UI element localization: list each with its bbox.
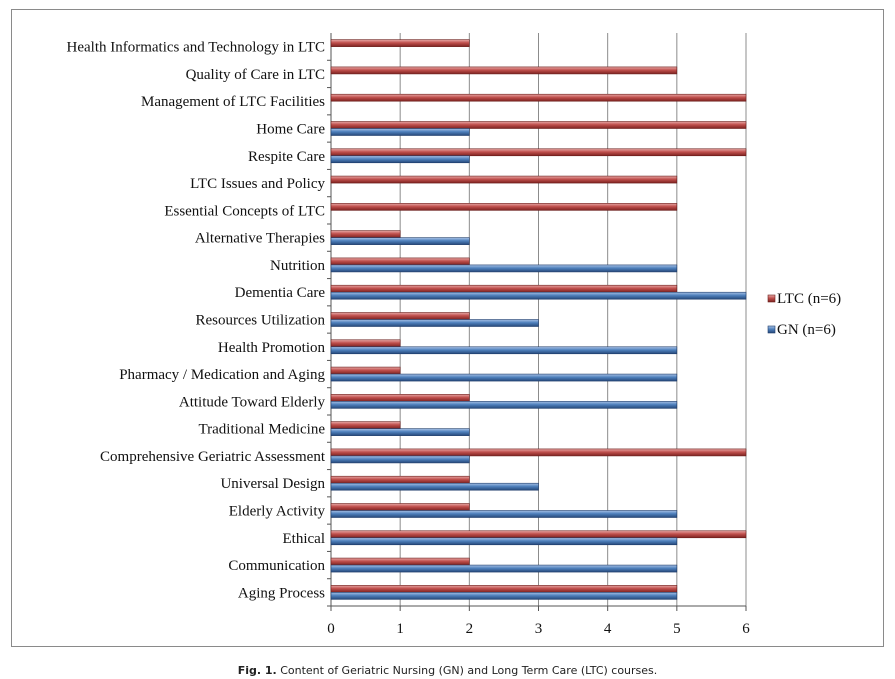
bar-gn: [330, 237, 470, 245]
bar-gn: [330, 319, 539, 327]
bar-layer: [330, 39, 747, 600]
bar-ltc: [330, 39, 470, 47]
tick-layer: 0 1 2 3 4 5 6: [327, 59, 750, 637]
category-label: Aging Process: [238, 585, 325, 601]
bar-ltc: [330, 203, 678, 211]
bar-ltc: [330, 475, 470, 484]
bar-chart: Health Informatics and Technology in LTC…: [67, 33, 841, 637]
bar-gn: [330, 155, 470, 164]
x-tick-label: 0: [327, 621, 335, 637]
chart-frame: Health Informatics and Technology in LTC…: [11, 9, 884, 647]
category-label: Attitude Toward Elderly: [179, 394, 326, 410]
x-tick-label: 4: [604, 621, 612, 637]
bar-gn: [330, 291, 747, 300]
category-label: Management of LTC Facilities: [141, 94, 325, 110]
legend-label-gn: GN (n=6): [777, 322, 836, 338]
category-label: Pharmacy / Medication and Aging: [119, 367, 325, 383]
bar-ltc: [330, 585, 678, 593]
x-tick-label: 5: [673, 621, 681, 637]
bar-ltc: [330, 230, 401, 238]
bar-ltc: [330, 121, 747, 129]
category-label: LTC Issues and Policy: [190, 176, 325, 192]
bar-gn: [330, 510, 678, 518]
bar-gn: [330, 128, 470, 136]
category-label: Communication: [228, 558, 325, 574]
category-label: Essential Concepts of LTC: [164, 203, 325, 219]
bar-ltc: [330, 93, 747, 102]
bar-ltc: [330, 257, 470, 266]
bar-gn: [330, 455, 470, 464]
legend-label-ltc: LTC (n=6): [777, 291, 841, 307]
legend-swatch-ltc: [767, 294, 776, 303]
category-label: Alternative Therapies: [195, 231, 325, 247]
bar-gn: [330, 264, 678, 273]
bar-gn: [330, 482, 539, 491]
category-label: Health Promotion: [218, 340, 326, 356]
category-label: Respite Care: [248, 149, 325, 165]
caption-text: Content of Geriatric Nursing (GN) and Lo…: [280, 664, 658, 677]
category-label: Resources Utilization: [195, 313, 325, 329]
bar-ltc: [330, 148, 747, 157]
bar-ltc: [330, 530, 747, 539]
figure-caption: Fig. 1. Content of Geriatric Nursing (GN…: [0, 664, 895, 677]
x-tick-label: 6: [742, 621, 750, 637]
bar-ltc: [330, 366, 401, 375]
bar-ltc: [330, 66, 678, 75]
category-label: Elderly Activity: [229, 504, 326, 520]
bar-gn: [330, 346, 678, 355]
bar-gn: [330, 373, 678, 382]
category-label: Home Care: [256, 122, 325, 138]
bar-gn: [330, 401, 678, 409]
bar-ltc: [330, 339, 401, 348]
bar-ltc: [330, 394, 470, 402]
category-label: Universal Design: [220, 476, 325, 492]
bar-ltc: [330, 312, 470, 320]
bar-gn: [330, 428, 470, 436]
bar-gn: [330, 564, 678, 573]
caption-label: Fig. 1.: [237, 664, 277, 677]
bar-ltc: [330, 284, 678, 293]
bar-ltc: [330, 421, 401, 429]
x-tick-label: 1: [396, 621, 404, 637]
category-label: Dementia Care: [235, 285, 326, 301]
category-label: Comprehensive Geriatric Assessment: [100, 449, 326, 465]
bar-ltc: [330, 503, 470, 511]
category-label: Traditional Medicine: [198, 422, 325, 438]
category-label: Nutrition: [270, 258, 325, 274]
category-label: Ethical: [283, 531, 325, 547]
x-tick-label: 2: [466, 621, 474, 637]
bar-ltc: [330, 557, 470, 566]
x-tick-label: 3: [535, 621, 543, 637]
bar-ltc: [330, 175, 678, 184]
category-label: Quality of Care in LTC: [186, 67, 325, 83]
label-layer: Health Informatics and Technology in LTC…: [67, 40, 326, 602]
bar-gn: [330, 592, 678, 600]
legend-swatch-gn: [767, 325, 776, 334]
legend: LTC (n=6) GN (n=6): [767, 291, 841, 338]
bar-gn: [330, 537, 678, 546]
bar-ltc: [330, 448, 747, 457]
category-label: Health Informatics and Technology in LTC: [67, 40, 325, 56]
